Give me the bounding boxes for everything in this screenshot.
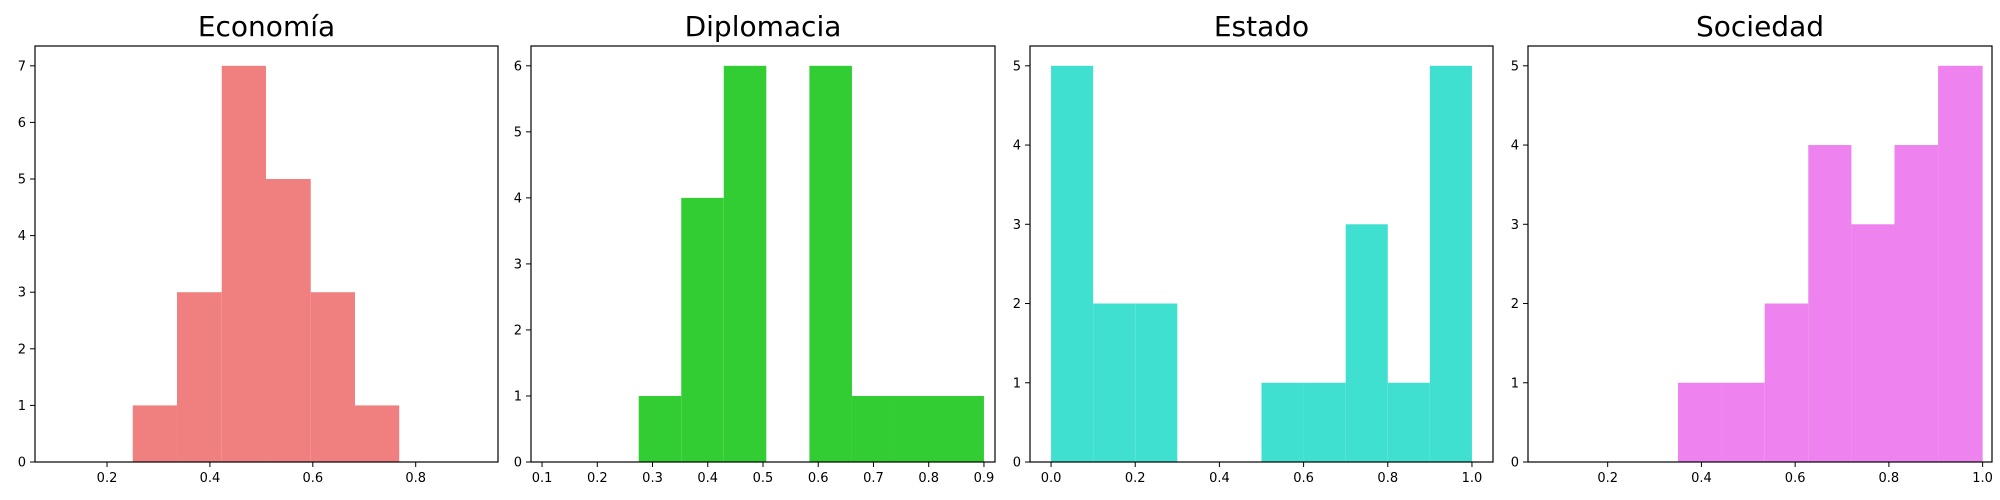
histogram-bar xyxy=(265,179,311,462)
histogram-bar xyxy=(638,395,682,462)
y-tick-label: 5 xyxy=(1511,59,1519,74)
histogram-bar xyxy=(1894,145,1939,463)
histogram-bar xyxy=(1808,145,1852,463)
x-tick-label: 0.4 xyxy=(1209,471,1230,486)
x-tick-label: 0.6 xyxy=(808,471,829,486)
histogram-bar xyxy=(681,197,724,462)
y-tick-label: 5 xyxy=(1013,59,1021,74)
histogram-bar xyxy=(1938,65,1983,463)
y-tick-label: 4 xyxy=(1013,139,1021,154)
histogram-bar xyxy=(1303,382,1346,462)
x-tick-label: 0.3 xyxy=(642,471,663,486)
y-tick-label: 7 xyxy=(18,59,26,74)
x-tick-label: 0.4 xyxy=(697,471,718,486)
y-tick-label: 1 xyxy=(1013,376,1021,391)
x-tick-label: 0.8 xyxy=(405,471,426,486)
histogram-bar xyxy=(809,65,852,463)
y-tick-label: 4 xyxy=(18,229,26,244)
histogram-bar xyxy=(132,405,177,462)
histogram-bar xyxy=(894,395,937,462)
y-tick-label: 1 xyxy=(18,399,26,414)
histogram-panel-4: 0.2 0.4 0.6 0.8 1.0 0 1 2 3 4 5 Sociedad xyxy=(1511,10,1993,486)
x-tick-label: 0.7 xyxy=(863,471,884,486)
y-tick-label: 2 xyxy=(1511,297,1519,312)
y-tick-label: 6 xyxy=(514,59,522,74)
x-tick-label: 0.8 xyxy=(918,471,939,486)
x-tick-label: 0.2 xyxy=(97,471,118,486)
histogram-bar xyxy=(1345,224,1388,462)
histogram-bar xyxy=(1677,382,1722,462)
histogram-bar xyxy=(1851,224,1895,462)
y-tick-label: 2 xyxy=(18,342,26,357)
histogram-bar xyxy=(723,65,767,463)
y-tick-label: 2 xyxy=(514,323,522,338)
histogram-bar xyxy=(937,395,984,462)
chart-title: Estado xyxy=(1214,10,1309,43)
histogram-panel-2: 0.1 0.2 0.3 0.4 0.5 0.6 0.7 0.8 0.9 0 1 2 3 4 5 6 Diplom… xyxy=(514,10,996,486)
y-tick-label: 3 xyxy=(1511,218,1519,233)
histogram-bar xyxy=(1429,65,1472,463)
x-tick-label: 0.8 xyxy=(1879,471,1900,486)
x-tick-label: 0.6 xyxy=(302,471,323,486)
y-tick-label: 1 xyxy=(514,389,522,404)
y-tick-label: 3 xyxy=(18,286,26,301)
x-tick-label: 0.2 xyxy=(1125,471,1146,486)
y-tick-label: 5 xyxy=(514,125,522,140)
histogram-panel-3: 0.0 0.2 0.4 0.6 0.8 1.0 0 1 2 3 4 5 Estado xyxy=(1013,10,1494,486)
axes-frame xyxy=(1527,45,1993,463)
histogram-bar xyxy=(176,292,222,462)
y-tick-label: 0 xyxy=(1013,456,1021,471)
axes-frame xyxy=(1029,45,1494,463)
y-tick-label: 0 xyxy=(18,456,26,471)
x-tick-label: 0.6 xyxy=(1293,471,1314,486)
y-tick-label: 0 xyxy=(514,456,522,471)
x-tick-label: 0.4 xyxy=(200,471,221,486)
x-tick-label: 1.0 xyxy=(1972,471,1993,486)
x-tick-label: 0.2 xyxy=(587,471,608,486)
y-tick-label: 1 xyxy=(1511,376,1519,391)
axes-frame xyxy=(34,45,499,463)
chart-title: Economía xyxy=(198,10,335,43)
y-tick-label: 6 xyxy=(18,116,26,131)
y-tick-label: 2 xyxy=(1013,297,1021,312)
x-tick-label: 0.2 xyxy=(1597,471,1618,486)
chart-title: Sociedad xyxy=(1696,10,1824,43)
x-tick-label: 0.9 xyxy=(974,471,995,486)
histogram-bar xyxy=(354,405,400,462)
x-tick-label: 0.0 xyxy=(1041,471,1062,486)
y-tick-label: 4 xyxy=(1511,139,1519,154)
histogram-bar xyxy=(1764,303,1809,462)
y-tick-label: 5 xyxy=(18,173,26,188)
chart-title: Diplomacia xyxy=(685,10,842,43)
y-tick-label: 3 xyxy=(1013,218,1021,233)
histogram-bar xyxy=(310,292,355,462)
x-tick-label: 0.6 xyxy=(1785,471,1806,486)
y-tick-label: 3 xyxy=(514,257,522,272)
histogram-bar xyxy=(851,395,895,462)
y-tick-label: 4 xyxy=(514,191,522,206)
histogram-panel-1: 0.2 0.4 0.6 0.8 0 1 2 3 4 5 6 7 Economía xyxy=(18,10,499,486)
histogram-bar xyxy=(1093,303,1136,462)
histogram-bar xyxy=(221,65,266,463)
histogram-bar xyxy=(1135,303,1178,462)
histogram-bar xyxy=(1387,382,1430,462)
y-tick-label: 0 xyxy=(1511,456,1519,471)
x-tick-label: 0.1 xyxy=(532,471,553,486)
x-tick-label: 1.0 xyxy=(1462,471,1483,486)
x-tick-label: 0.5 xyxy=(753,471,774,486)
x-tick-label: 0.8 xyxy=(1377,471,1398,486)
histogram-bar xyxy=(1051,65,1094,463)
histogram-bar xyxy=(1261,382,1304,462)
histogram-bar xyxy=(1721,382,1765,462)
x-tick-label: 0.4 xyxy=(1691,471,1712,486)
